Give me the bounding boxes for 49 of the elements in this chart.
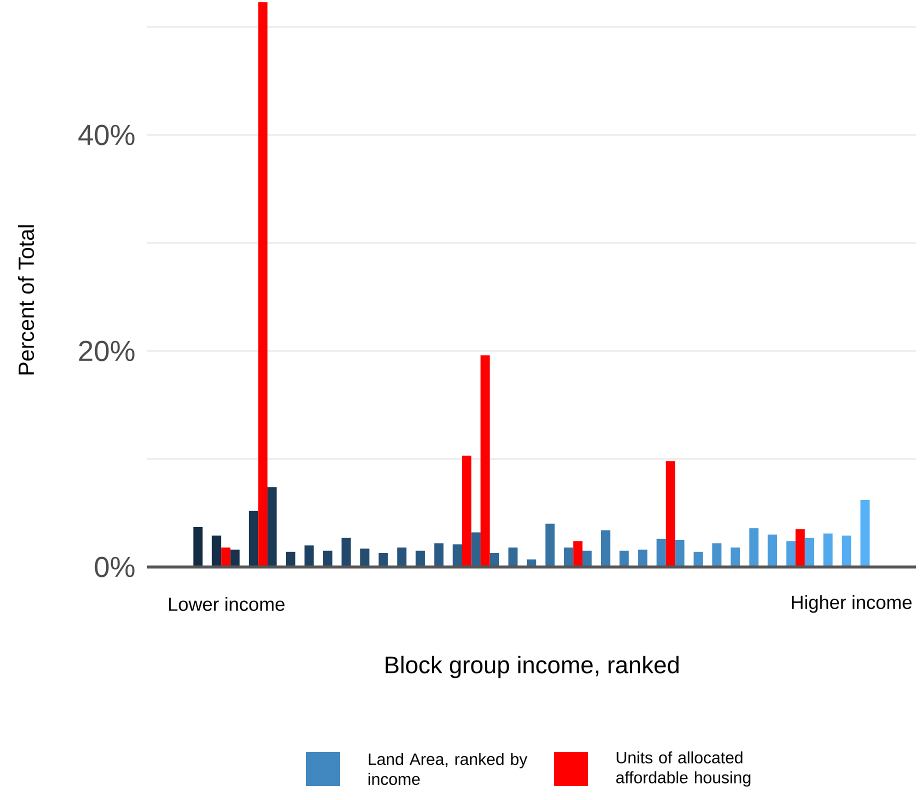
bar — [860, 500, 870, 567]
bar — [620, 550, 629, 567]
bar — [286, 552, 296, 567]
bar — [768, 534, 778, 567]
bar — [638, 550, 648, 567]
bar — [267, 487, 277, 567]
bar — [545, 524, 555, 567]
bar — [730, 548, 740, 567]
bar — [323, 550, 332, 567]
bar — [304, 545, 314, 567]
bar — [452, 544, 462, 567]
bar — [230, 550, 240, 567]
bar — [360, 548, 370, 567]
bar — [248, 510, 258, 567]
bar — [796, 529, 805, 567]
y-tick-label: 20% — [79, 340, 134, 362]
bar — [221, 548, 230, 567]
y-tick-label: 40% — [78, 124, 134, 146]
bar — [804, 538, 814, 567]
bar — [434, 543, 444, 567]
legend-label: Units of allocated affordable housing — [616, 751, 750, 787]
text: Lower income — [169, 597, 284, 611]
bar — [749, 528, 759, 567]
y-axis-title: Percent of Total — [18, 225, 34, 374]
bar — [600, 530, 610, 567]
bar — [675, 540, 684, 567]
text: Higher income — [792, 595, 912, 613]
bar — [212, 536, 222, 567]
y-tick-label: 0% — [94, 556, 134, 578]
bar — [342, 538, 351, 567]
bar — [480, 355, 490, 567]
bar — [694, 552, 703, 567]
bar — [786, 541, 796, 567]
bar — [842, 536, 852, 567]
bar — [712, 543, 722, 567]
bar — [397, 548, 406, 567]
bar — [666, 461, 676, 567]
bar — [656, 538, 666, 567]
bar — [564, 548, 574, 567]
bar — [573, 541, 582, 567]
bar — [823, 534, 833, 567]
bar — [462, 456, 472, 567]
bar — [471, 532, 481, 567]
legend-label: Land Area, ranked by income — [368, 752, 528, 785]
bar — [193, 527, 203, 567]
bar — [508, 548, 518, 567]
bar — [258, 2, 268, 567]
bar — [416, 550, 425, 567]
x-axis-title: Block group income, ranked — [386, 656, 679, 678]
